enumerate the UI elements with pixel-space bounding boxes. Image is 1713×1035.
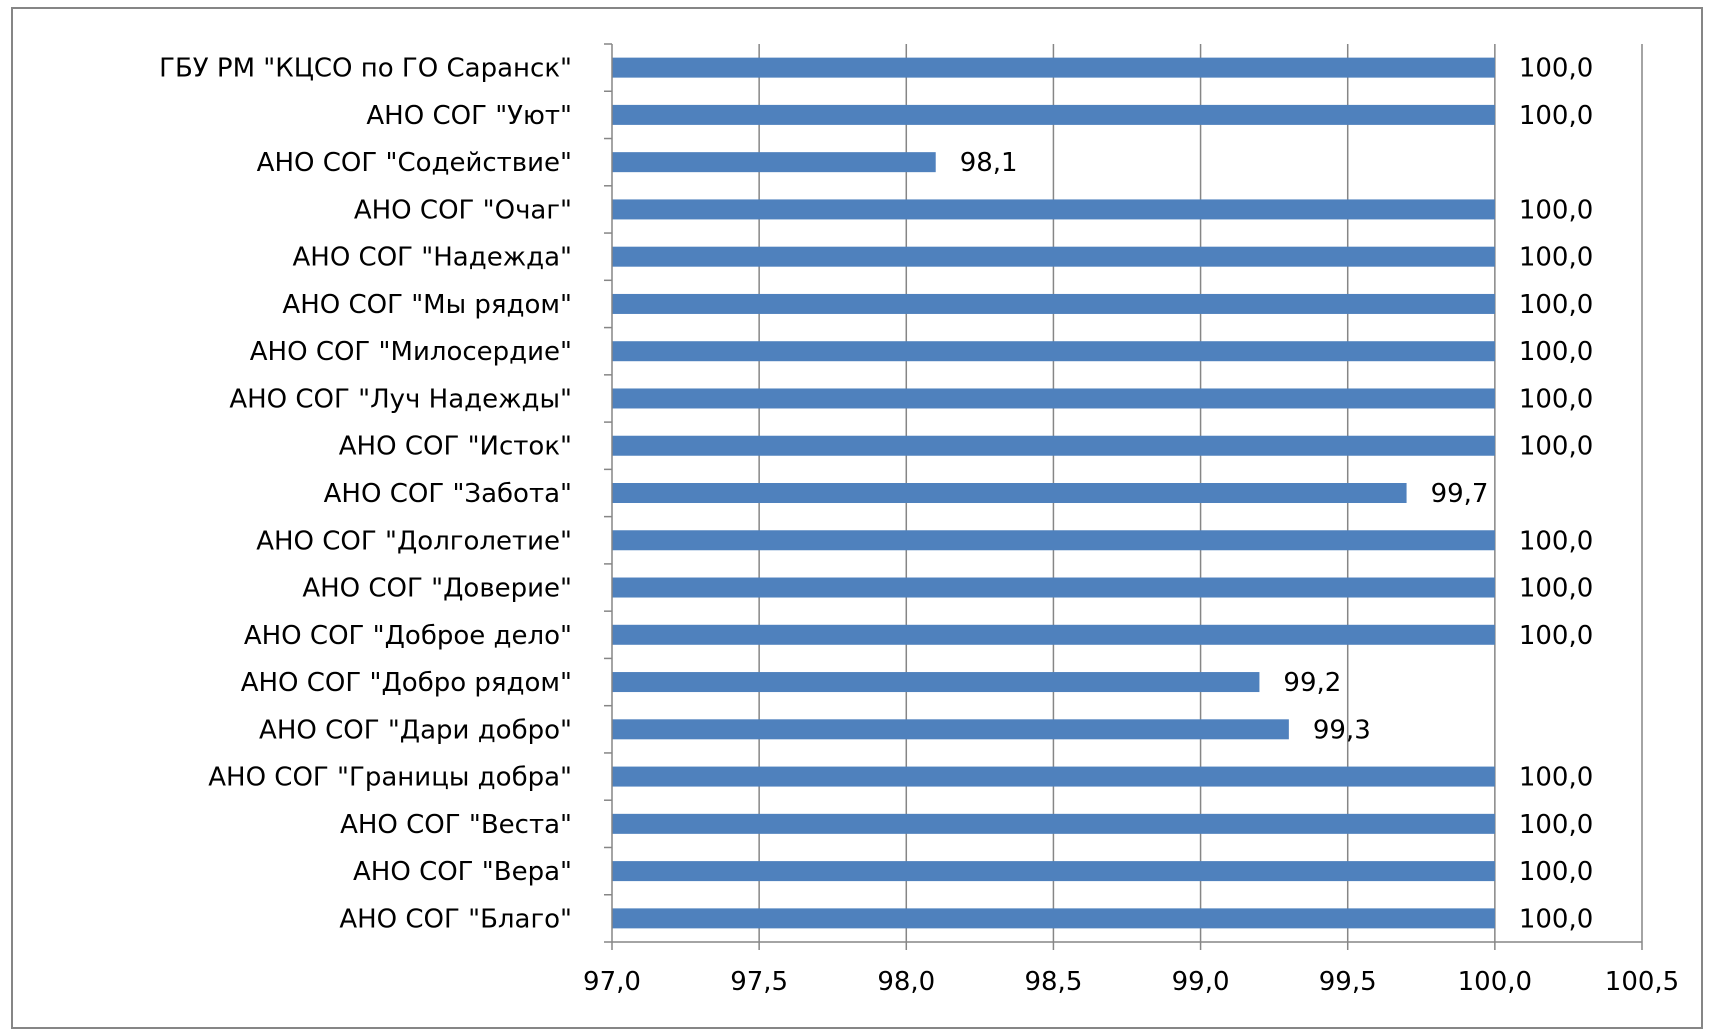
category-label: АНО СОГ "Веста"	[340, 810, 572, 840]
bar	[612, 341, 1495, 362]
category-label: АНО СОГ "Границы добра"	[208, 763, 572, 793]
value-label: 99,2	[1283, 668, 1341, 698]
category-label: АНО СОГ "Забота"	[324, 479, 572, 509]
x-tick-label: 97,0	[583, 967, 641, 997]
bar-layer	[612, 57, 1495, 929]
axis-layer	[604, 43, 1643, 950]
value-label: 100,0	[1519, 621, 1593, 651]
chart-border	[11, 7, 1703, 1029]
category-label: АНО СОГ "Вера"	[353, 857, 572, 887]
bar	[612, 152, 936, 173]
bar	[612, 719, 1289, 740]
value-label: 100,0	[1519, 54, 1593, 84]
bar	[612, 577, 1495, 598]
bar	[612, 293, 1495, 314]
category-label: АНО СОГ "Очаг"	[354, 195, 572, 225]
x-tick-label: 98,5	[1024, 967, 1082, 997]
bar	[612, 908, 1495, 929]
category-label: АНО СОГ "Мы рядом"	[282, 290, 572, 320]
x-tick-label: 99,0	[1172, 967, 1230, 997]
bar	[612, 483, 1407, 503]
category-label: АНО СОГ "Доверие"	[302, 574, 572, 604]
value-label: 100,0	[1519, 857, 1593, 887]
category-label: АНО СОГ "Доброе дело"	[244, 621, 572, 651]
bar	[612, 861, 1495, 882]
category-label: АНО СОГ "Содействие"	[257, 148, 572, 178]
value-label: 99,7	[1431, 479, 1489, 509]
category-label: АНО СОГ "Дари добро"	[259, 715, 572, 745]
category-label: АНО СОГ "Благо"	[339, 904, 572, 934]
bar	[612, 57, 1495, 78]
bar	[612, 813, 1495, 834]
x-tick-label: 100,5	[1605, 967, 1679, 997]
bar	[612, 672, 1260, 693]
bar	[612, 199, 1495, 220]
value-label: 100,0	[1519, 290, 1593, 320]
category-label: АНО СОГ "Добро рядом"	[241, 668, 572, 698]
value-label: 100,0	[1519, 337, 1593, 367]
category-label: ГБУ РМ "КЦСО по ГО Саранск"	[159, 54, 572, 84]
bar	[612, 530, 1495, 551]
value-label: 100,0	[1519, 384, 1593, 414]
bar	[612, 246, 1495, 267]
value-label: 100,0	[1519, 574, 1593, 604]
category-label: АНО СОГ "Надежда"	[292, 243, 572, 273]
value-label: 100,0	[1519, 526, 1593, 556]
label-layer: 97,0 97,5 98,0 98,5 99,0 99,5 100,0 100,5 ГБУ РМ…	[159, 54, 1679, 997]
value-label: 100,0	[1519, 195, 1593, 225]
bar	[612, 388, 1495, 409]
category-label: АНО СОГ "Исток"	[339, 432, 572, 462]
value-label: 100,0	[1519, 101, 1593, 131]
bar	[612, 104, 1495, 125]
category-label: АНО СОГ "Долголетие"	[256, 526, 572, 556]
x-tick-label: 100,0	[1458, 967, 1532, 997]
value-label: 100,0	[1519, 904, 1593, 934]
value-label: 98,1	[960, 148, 1018, 178]
value-label: 100,0	[1519, 810, 1593, 840]
value-label: 100,0	[1519, 763, 1593, 793]
value-label: 100,0	[1519, 243, 1593, 273]
bar	[612, 435, 1495, 456]
x-tick-label: 99,5	[1319, 967, 1377, 997]
x-tick-label: 98,0	[877, 967, 935, 997]
category-label: АНО СОГ "Милосердие"	[250, 337, 572, 367]
value-label: 99,3	[1313, 715, 1371, 745]
bar	[612, 624, 1495, 645]
category-label: АНО СОГ "Луч Надежды"	[229, 384, 572, 414]
category-label: АНО СОГ "Уют"	[366, 101, 572, 131]
bar	[612, 766, 1495, 787]
x-tick-label: 97,5	[730, 967, 788, 997]
value-label: 100,0	[1519, 432, 1593, 462]
